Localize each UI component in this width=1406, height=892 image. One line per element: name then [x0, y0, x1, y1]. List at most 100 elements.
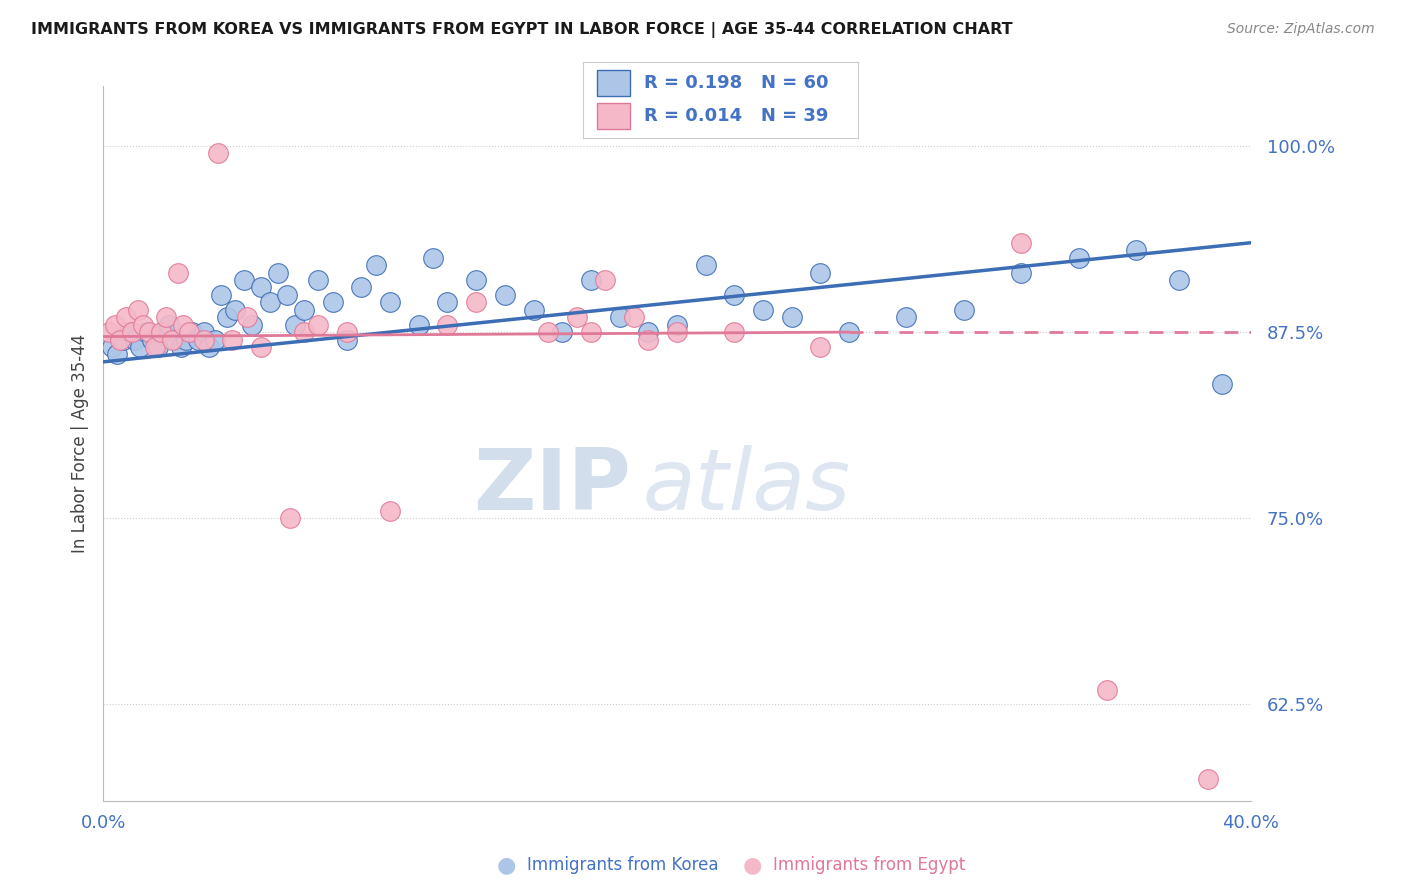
- Point: [107, 347, 129, 361]
- Y-axis label: In Labor Force | Age 35-44: In Labor Force | Age 35-44: [72, 334, 89, 553]
- Point: [215, 310, 238, 325]
- Point: [665, 318, 688, 332]
- Point: [207, 146, 229, 161]
- Point: [193, 325, 215, 339]
- Point: [143, 340, 166, 354]
- Point: [665, 325, 688, 339]
- Point: [350, 280, 373, 294]
- Point: [138, 325, 160, 339]
- Point: [232, 273, 254, 287]
- Point: [104, 318, 127, 332]
- Bar: [598, 70, 630, 95]
- Point: [1097, 682, 1119, 697]
- Point: [129, 340, 152, 354]
- Point: [115, 310, 138, 325]
- Point: [307, 318, 329, 332]
- Point: [551, 325, 574, 339]
- Point: [204, 333, 226, 347]
- Point: [780, 310, 803, 325]
- Bar: [598, 103, 630, 129]
- Point: [100, 340, 122, 354]
- Point: [579, 325, 602, 339]
- Point: [198, 340, 221, 354]
- Point: [695, 258, 717, 272]
- Point: [336, 333, 359, 347]
- Point: [267, 266, 290, 280]
- Point: [224, 302, 246, 317]
- Point: [436, 318, 458, 332]
- Point: [160, 333, 183, 347]
- Point: [723, 288, 745, 302]
- Point: [121, 325, 143, 339]
- Point: [637, 333, 659, 347]
- Point: [838, 325, 860, 339]
- Text: atlas: atlas: [643, 445, 851, 528]
- Point: [181, 325, 204, 339]
- Point: [623, 310, 645, 325]
- Point: [465, 273, 488, 287]
- Point: [176, 333, 198, 347]
- Point: [135, 325, 157, 339]
- Point: [97, 325, 120, 339]
- Point: [465, 295, 488, 310]
- Point: [157, 318, 180, 332]
- Point: [609, 310, 631, 325]
- Point: [221, 333, 243, 347]
- Point: [112, 333, 135, 347]
- Point: [1168, 273, 1191, 287]
- Point: [1197, 772, 1219, 786]
- Point: [124, 333, 146, 347]
- Point: [336, 325, 359, 339]
- Point: [593, 273, 616, 287]
- Point: [127, 302, 149, 317]
- Point: [209, 288, 232, 302]
- Point: [155, 310, 177, 325]
- Point: [1010, 235, 1032, 250]
- Text: Source: ZipAtlas.com: Source: ZipAtlas.com: [1227, 22, 1375, 37]
- Point: [276, 288, 298, 302]
- Point: [1067, 251, 1090, 265]
- Point: [364, 258, 387, 272]
- Text: Immigrants from Egypt: Immigrants from Egypt: [773, 856, 966, 874]
- Point: [169, 340, 191, 354]
- Point: [250, 280, 273, 294]
- Text: R = 0.014   N = 39: R = 0.014 N = 39: [644, 106, 828, 125]
- Point: [752, 302, 775, 317]
- Point: [187, 333, 209, 347]
- Point: [378, 295, 401, 310]
- Point: [149, 325, 172, 339]
- Point: [322, 295, 344, 310]
- Point: [579, 273, 602, 287]
- Point: [896, 310, 918, 325]
- Text: IMMIGRANTS FROM KOREA VS IMMIGRANTS FROM EGYPT IN LABOR FORCE | AGE 35-44 CORREL: IMMIGRANTS FROM KOREA VS IMMIGRANTS FROM…: [31, 22, 1012, 38]
- Point: [1010, 266, 1032, 280]
- Point: [284, 318, 307, 332]
- Text: ●: ●: [742, 855, 762, 875]
- Point: [110, 333, 132, 347]
- Point: [250, 340, 273, 354]
- Point: [408, 318, 430, 332]
- Point: [132, 318, 155, 332]
- Point: [494, 288, 516, 302]
- Point: [292, 325, 315, 339]
- Point: [240, 318, 263, 332]
- Point: [172, 318, 194, 332]
- Point: [179, 325, 201, 339]
- Point: [723, 325, 745, 339]
- Point: [118, 325, 141, 339]
- Point: [436, 295, 458, 310]
- Point: [810, 266, 832, 280]
- Text: ZIP: ZIP: [474, 445, 631, 528]
- Point: [810, 340, 832, 354]
- Point: [235, 310, 257, 325]
- Text: R = 0.198   N = 60: R = 0.198 N = 60: [644, 74, 828, 92]
- Point: [259, 295, 281, 310]
- Point: [565, 310, 588, 325]
- Point: [378, 504, 401, 518]
- Point: [152, 325, 174, 339]
- Point: [537, 325, 560, 339]
- Point: [522, 302, 544, 317]
- Point: [193, 333, 215, 347]
- Point: [292, 302, 315, 317]
- Point: [1125, 243, 1147, 257]
